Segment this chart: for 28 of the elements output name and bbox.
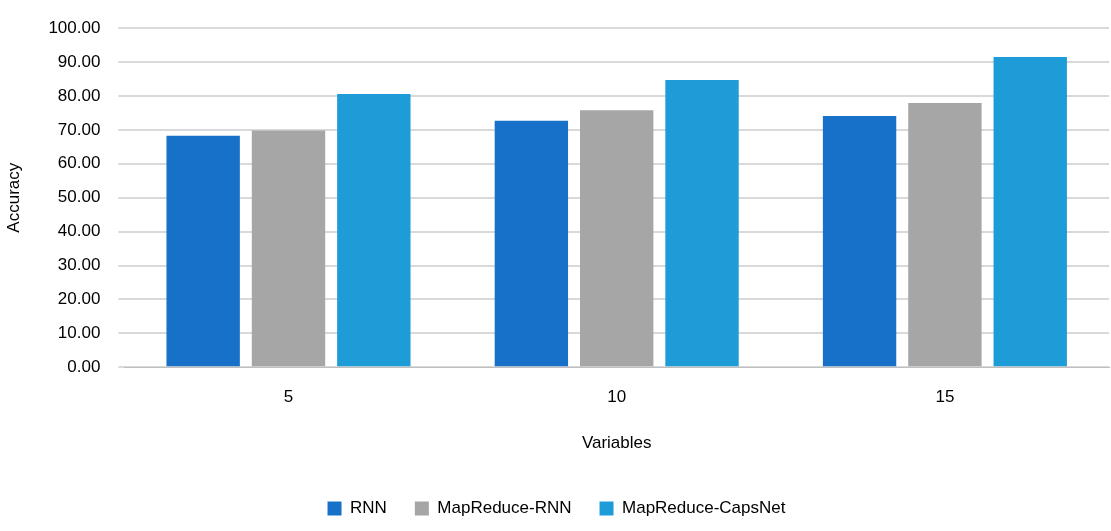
- bar: [494, 120, 569, 367]
- legend-label: MapReduce-CapsNet: [622, 498, 786, 518]
- y-axis-title: Accuracy: [3, 162, 23, 233]
- legend-label: MapReduce-RNN: [437, 498, 572, 518]
- y-tick-label: 10.00: [57, 322, 101, 342]
- y-tick-label: 30.00: [57, 255, 101, 275]
- y-tick-label: 0.00: [67, 356, 101, 376]
- bar: [251, 130, 326, 367]
- y-tick-label: 20.00: [57, 289, 101, 309]
- bar: [993, 57, 1067, 367]
- y-tick-label: 100.00: [48, 17, 101, 37]
- x-tick-label: 10: [607, 387, 627, 407]
- x-axis-title: Variables: [581, 433, 652, 453]
- bar: [665, 80, 739, 367]
- x-tick-label: 15: [935, 387, 955, 407]
- y-tick-label: 60.00: [57, 153, 101, 173]
- y-tick-label: 90.00: [57, 51, 101, 71]
- legend-label: RNN: [350, 498, 387, 518]
- bar: [580, 110, 654, 367]
- bar: [166, 135, 240, 367]
- bar: [822, 116, 897, 367]
- x-tick-label: 5: [283, 387, 294, 407]
- y-tick-label: 40.00: [57, 221, 101, 241]
- bar: [337, 93, 411, 367]
- y-tick-label: 80.00: [57, 85, 101, 105]
- bar: [908, 103, 982, 367]
- y-tick-label: 70.00: [57, 119, 101, 139]
- y-tick-label: 50.00: [57, 187, 101, 207]
